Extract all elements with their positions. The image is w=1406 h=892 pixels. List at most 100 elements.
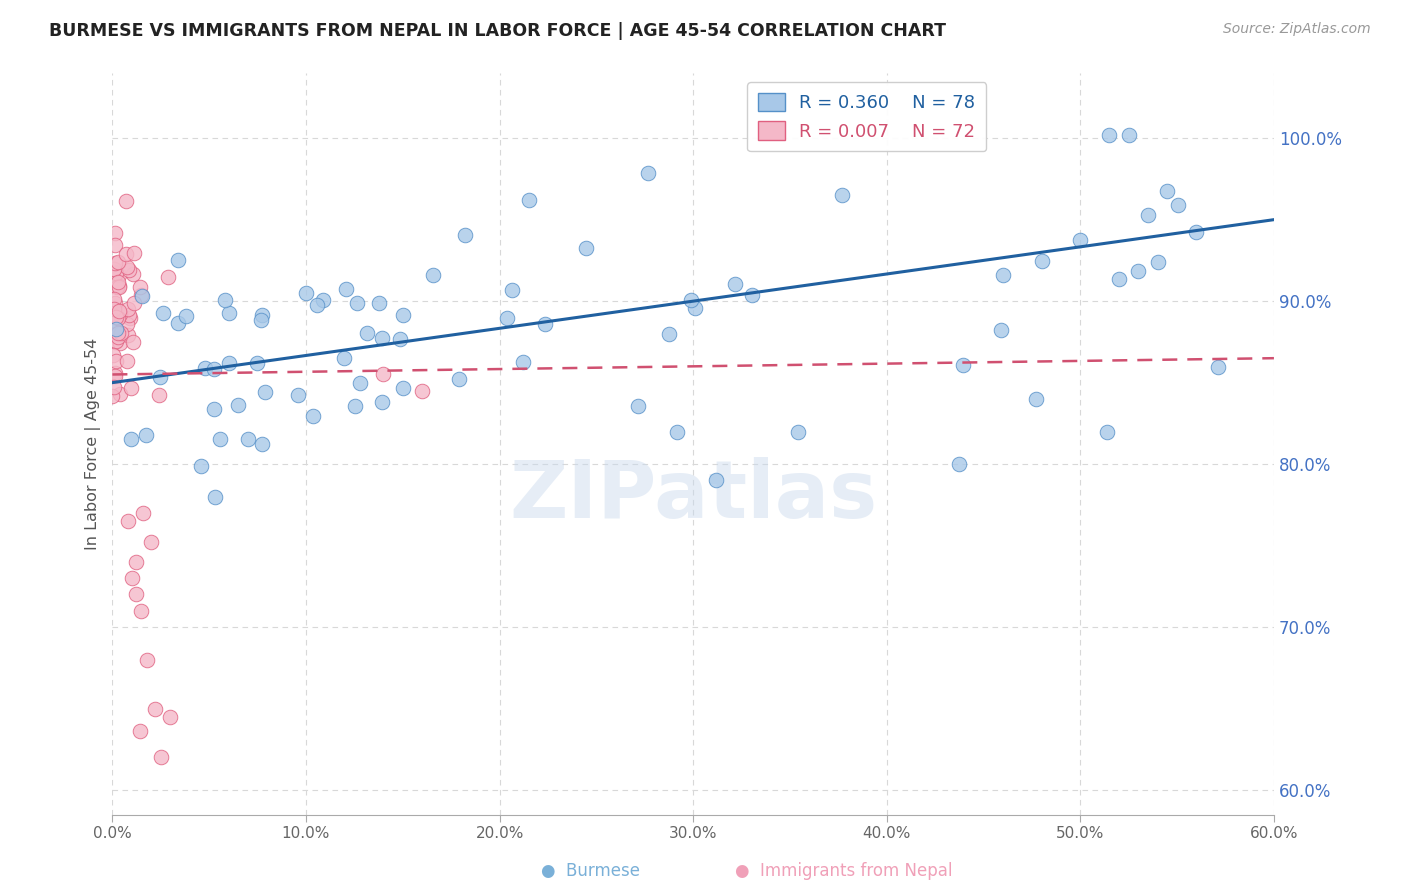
Point (103, 301, 125, 316)
Point (104, 369, 127, 384)
Point (129, 279, 152, 293)
Point (128, 724, 150, 739)
Point (194, 361, 217, 376)
Point (108, 279, 131, 293)
Point (496, 310, 519, 325)
Point (107, 326, 129, 341)
Point (1108, 272, 1130, 286)
Point (517, 193, 540, 207)
Point (117, 327, 139, 342)
Point (373, 368, 395, 382)
Point (332, 351, 354, 366)
Point (411, 384, 433, 398)
Point (1025, 392, 1047, 406)
Text: ●  Burmese: ● Burmese (541, 862, 640, 880)
Point (105, 354, 128, 368)
Point (107, 330, 129, 344)
Point (124, 587, 146, 601)
Point (121, 267, 143, 281)
Point (114, 247, 136, 261)
Point (295, 286, 318, 301)
Point (637, 166, 659, 180)
Point (115, 260, 138, 274)
Point (1069, 233, 1091, 247)
Point (370, 330, 392, 344)
Point (422, 268, 444, 282)
Point (104, 322, 127, 336)
Point (135, 428, 157, 442)
Point (117, 514, 139, 528)
Point (120, 432, 142, 446)
Point (159, 710, 181, 724)
Point (103, 292, 125, 306)
Point (103, 261, 125, 276)
Point (1167, 198, 1189, 212)
Point (226, 398, 249, 412)
Point (250, 437, 273, 451)
Point (371, 394, 394, 409)
Point (245, 356, 267, 370)
Point (104, 367, 127, 381)
Point (108, 268, 131, 282)
Point (501, 283, 523, 297)
Point (117, 302, 139, 317)
Point (356, 326, 378, 340)
Point (389, 332, 412, 346)
Point (990, 323, 1012, 337)
Point (105, 302, 128, 317)
Point (346, 296, 368, 310)
Point (131, 604, 153, 618)
Point (204, 490, 226, 504)
Point (149, 370, 172, 384)
Point (107, 254, 129, 268)
Point (665, 425, 688, 439)
Point (453, 228, 475, 243)
Point (122, 334, 145, 349)
Point (1137, 208, 1160, 222)
Point (627, 399, 650, 413)
Point (152, 306, 174, 320)
Point (117, 317, 139, 331)
Point (131, 289, 153, 303)
Point (335, 282, 357, 296)
Text: BURMESE VS IMMIGRANTS FROM NEPAL IN LABOR FORCE | AGE 45-54 CORRELATION CHART: BURMESE VS IMMIGRANTS FROM NEPAL IN LABO… (49, 22, 946, 40)
Point (679, 293, 702, 307)
Point (104, 334, 127, 349)
Point (367, 295, 389, 310)
Point (101, 348, 124, 362)
Y-axis label: In Labor Force | Age 45-54: In Labor Force | Age 45-54 (86, 338, 101, 549)
Point (312, 293, 335, 308)
Point (952, 359, 974, 373)
Point (512, 354, 534, 368)
Point (1185, 225, 1208, 239)
Point (202, 362, 225, 376)
Point (391, 381, 413, 395)
Point (103, 262, 125, 277)
Point (105, 310, 128, 325)
Point (449, 372, 471, 386)
Point (104, 237, 127, 252)
Point (250, 308, 273, 322)
Point (831, 188, 853, 202)
Point (104, 334, 127, 348)
Point (166, 253, 188, 268)
Point (120, 381, 142, 395)
Point (108, 386, 131, 401)
Point (124, 245, 146, 260)
Point (115, 354, 138, 368)
Point (108, 304, 131, 318)
Point (214, 293, 236, 308)
Point (683, 301, 706, 315)
Point (349, 376, 371, 390)
Legend: R = 0.360    N = 78, R = 0.007    N = 72: R = 0.360 N = 78, R = 0.007 N = 72 (747, 82, 986, 152)
Point (107, 275, 129, 289)
Point (787, 425, 810, 439)
Point (202, 402, 225, 417)
Point (104, 313, 127, 327)
Point (253, 385, 276, 400)
Point (103, 379, 125, 393)
Point (107, 310, 129, 325)
Point (156, 270, 179, 285)
Point (129, 288, 152, 302)
Point (107, 280, 129, 294)
